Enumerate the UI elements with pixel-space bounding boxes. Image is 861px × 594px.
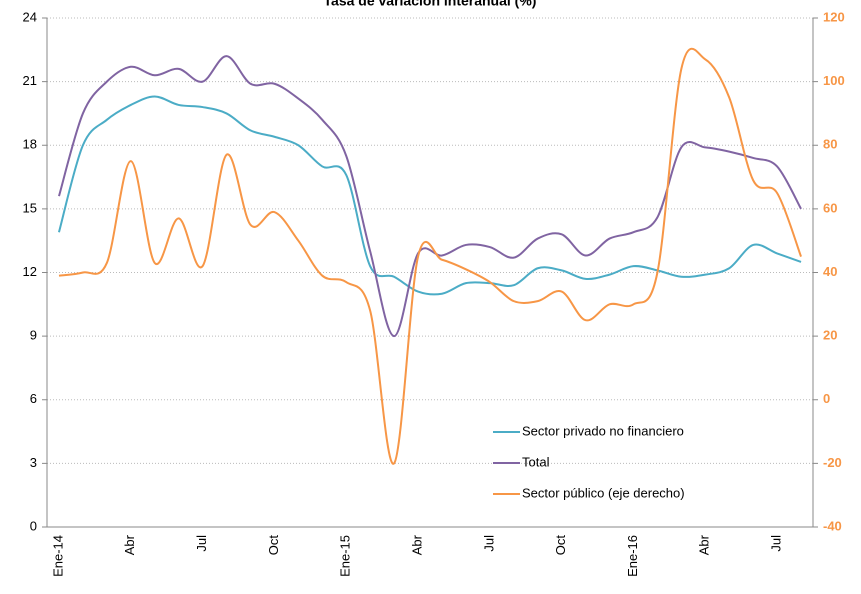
x-tick-label: Abr (409, 534, 424, 555)
y2-tick-label: 20 (823, 328, 837, 343)
series-line (58, 95, 802, 296)
x-tick-label: Ene-14 (50, 535, 65, 577)
x-tick-label: Ene-16 (625, 535, 640, 577)
x-tick-label: Jul (481, 535, 496, 552)
y-tick-label: 9 (30, 328, 37, 343)
y-tick-label: 0 (30, 518, 37, 533)
y2-tick-label: 0 (823, 391, 830, 406)
y-tick-label: 3 (30, 455, 37, 470)
x-tick-label: Oct (266, 535, 281, 556)
y2-tick-label: 60 (823, 200, 837, 215)
x-tick-label: Jul (194, 535, 209, 552)
y2-tick-label: 120 (823, 9, 845, 24)
y-tick-label: 12 (23, 264, 37, 279)
y2-tick-label: -20 (823, 455, 842, 470)
x-tick-label: Abr (122, 534, 137, 555)
series-line (58, 47, 802, 465)
x-tick-label: Ene-15 (338, 535, 353, 577)
legend-label: Total (522, 454, 550, 469)
y-tick-label: 6 (30, 391, 37, 406)
y2-tick-label: 80 (823, 137, 837, 152)
y-tick-label: 21 (23, 73, 37, 88)
y2-tick-label: 100 (823, 73, 845, 88)
y2-tick-label: 40 (823, 264, 837, 279)
y-tick-label: 15 (23, 200, 37, 215)
x-tick-label: Oct (553, 535, 568, 556)
legend-label: Sector público (eje derecho) (522, 485, 685, 500)
legend-label: Sector privado no financiero (522, 423, 684, 438)
x-tick-label: Abr (697, 534, 712, 555)
y2-tick-label: -40 (823, 518, 842, 533)
x-tick-label: Jul (769, 535, 784, 552)
chart-title: Tasa de variación interanual (%) (324, 0, 537, 9)
y-tick-label: 24 (23, 9, 37, 24)
y-tick-label: 18 (23, 137, 37, 152)
